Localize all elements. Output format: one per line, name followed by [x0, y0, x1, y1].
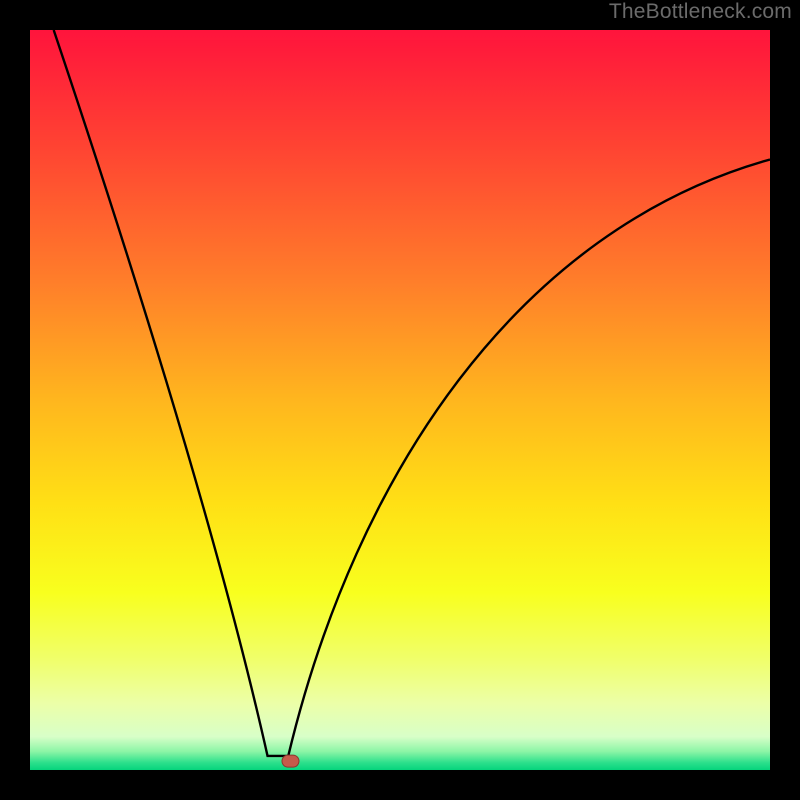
- plot-area-gradient: [30, 30, 770, 770]
- attribution-watermark: TheBottleneck.com: [609, 0, 792, 24]
- figure-canvas: TheBottleneck.com: [0, 0, 800, 800]
- bottleneck-chart: [0, 0, 800, 800]
- valley-marker: [282, 755, 299, 767]
